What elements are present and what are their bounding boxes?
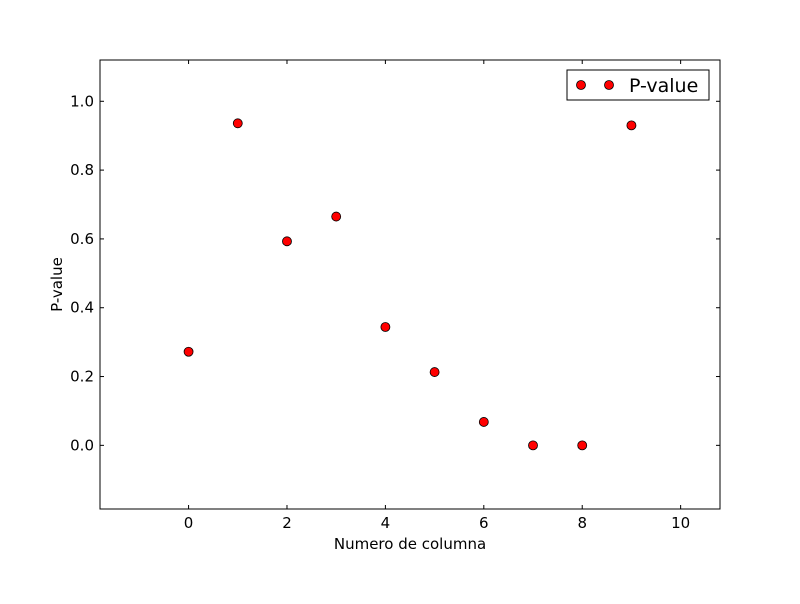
tick-labels: 0 2 4 6 8 10 0.0 0.2 0.4 0.6 0.8 1.0 [70, 92, 690, 532]
y-tick-label: 0.8 [70, 161, 94, 179]
data-point [232, 118, 243, 129]
y-tick-label: 0.6 [70, 230, 94, 248]
data-point [528, 440, 538, 451]
x-tick-label: 2 [282, 514, 292, 532]
plot-frame [99, 59, 721, 510]
data-point [626, 120, 637, 131]
ticks [100, 60, 720, 509]
data-point [429, 367, 440, 377]
x-axis-label: Numero de columna [334, 535, 486, 553]
x-tick-label: 8 [577, 514, 587, 532]
legend-label: P-value [629, 75, 698, 97]
y-axis-label: P-value [48, 257, 66, 312]
y-tick-label: 0.4 [70, 299, 94, 317]
data-point [380, 322, 391, 332]
x-tick-label: 0 [184, 514, 194, 532]
data-points [183, 118, 637, 451]
data-point [331, 211, 342, 222]
x-tick-label: 10 [671, 514, 690, 532]
data-point [478, 417, 489, 427]
data-point [183, 346, 194, 357]
data-point [282, 236, 292, 247]
legend-box [566, 69, 710, 101]
x-tick-label: 4 [381, 514, 391, 532]
x-tick-label: 6 [479, 514, 489, 532]
y-tick-label: 0.2 [70, 368, 94, 386]
legend-marker [604, 80, 614, 90]
legend: P-value [566, 69, 710, 101]
data-point [577, 440, 588, 451]
y-tick-label: 0.0 [70, 436, 94, 454]
legend-marker [576, 80, 586, 90]
plot-area [100, 60, 720, 509]
y-tick-label: 1.0 [70, 92, 94, 110]
